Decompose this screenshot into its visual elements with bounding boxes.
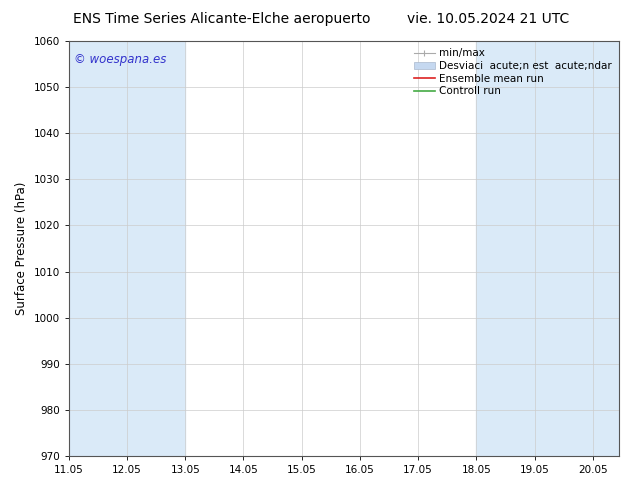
Bar bbox=[476, 41, 619, 456]
Text: ENS Time Series Alicante-Elche aeropuerto: ENS Time Series Alicante-Elche aeropuert… bbox=[73, 12, 371, 26]
Bar bbox=[69, 41, 185, 456]
Legend: min/max, Desviaci  acute;n est  acute;ndar, Ensemble mean run, Controll run: min/max, Desviaci acute;n est acute;ndar… bbox=[412, 46, 614, 98]
Y-axis label: Surface Pressure (hPa): Surface Pressure (hPa) bbox=[15, 182, 28, 315]
Text: vie. 10.05.2024 21 UTC: vie. 10.05.2024 21 UTC bbox=[407, 12, 569, 26]
Text: © woespana.es: © woespana.es bbox=[74, 53, 167, 67]
